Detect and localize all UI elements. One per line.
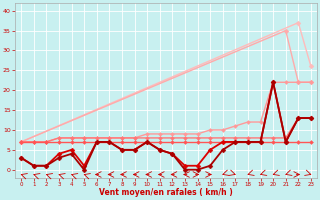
X-axis label: Vent moyen/en rafales ( km/h ): Vent moyen/en rafales ( km/h ) xyxy=(99,188,233,197)
